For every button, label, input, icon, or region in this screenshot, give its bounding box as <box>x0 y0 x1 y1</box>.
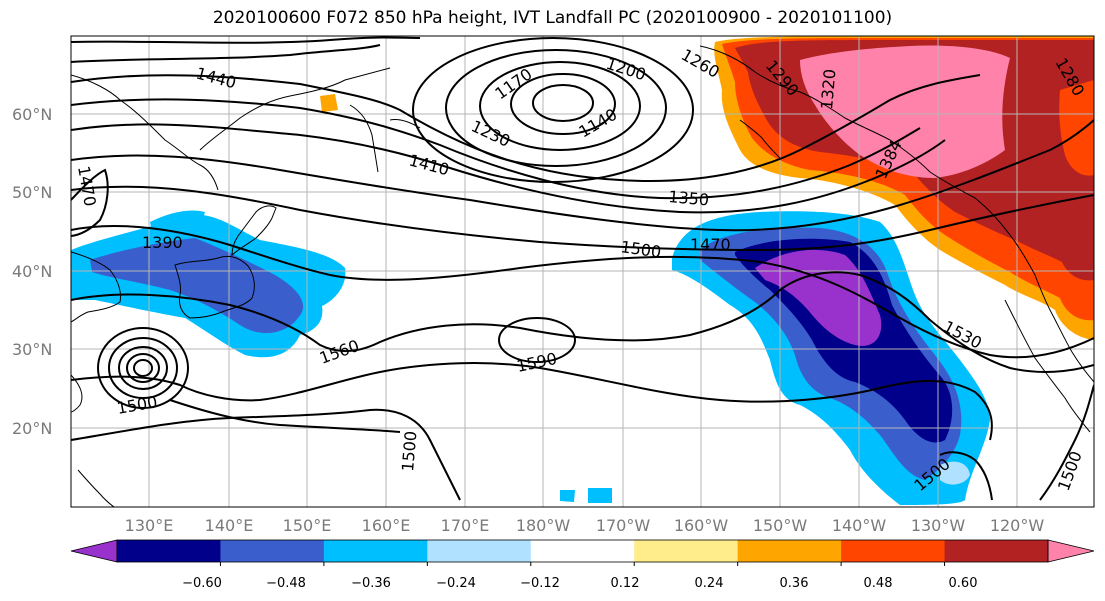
latitude-labels: 60°N 50°N 40°N 30°N 20°N <box>12 105 52 438</box>
lon-label: 180°W <box>516 516 571 535</box>
colorbar-segment <box>427 540 532 562</box>
lat-label: 30°N <box>12 340 52 359</box>
colorbar-segment <box>530 540 635 562</box>
colorbar-extension-max <box>1047 539 1095 563</box>
lon-label: 140°W <box>832 516 887 535</box>
colorbar-segment <box>117 540 221 562</box>
lon-label: 170°W <box>596 516 651 535</box>
contour-label: 1470 <box>690 235 731 254</box>
colorbar-tick-label: −0.48 <box>266 576 306 591</box>
colorbar-tick-label: 0.12 <box>611 576 640 591</box>
colorbar-segment <box>323 540 428 562</box>
lon-label: 170°E <box>441 516 490 535</box>
colorbar-segment <box>737 540 842 562</box>
lon-label: 140°E <box>205 516 254 535</box>
graticule <box>71 36 1094 507</box>
lon-label: 150°E <box>283 516 332 535</box>
colorbar-tick-label: 0.36 <box>780 576 809 591</box>
colorbar-segment <box>634 540 739 562</box>
colorbar-segment <box>220 540 325 562</box>
lat-label: 20°N <box>12 419 52 438</box>
contour-label: 1500 <box>398 430 420 472</box>
coastlines <box>71 45 1094 507</box>
contour-label: 1320 <box>817 68 839 110</box>
lat-label: 50°N <box>12 183 52 202</box>
contour-label: 1390 <box>142 233 183 252</box>
colorbar-tick-label: 0.48 <box>864 576 893 591</box>
lon-label: 120°W <box>990 516 1045 535</box>
lon-label: 130°E <box>125 516 174 535</box>
lon-label: 150°W <box>753 516 808 535</box>
lat-label: 40°N <box>12 262 52 281</box>
colorbar-tick-label: −0.60 <box>182 576 222 591</box>
map-frame <box>70 35 1095 508</box>
colorbar-tick-labels: −0.60 −0.48 −0.36 −0.24 −0.12 0.12 0.24 … <box>182 576 977 591</box>
colorbar-frame <box>116 539 1049 563</box>
western-pacific-negative-region <box>71 210 612 503</box>
eastern-pacific-negative-region <box>672 211 990 506</box>
contour-label: 1350 <box>668 187 710 209</box>
colorbar-extension-min <box>70 539 118 563</box>
colorbar-tick-label: −0.12 <box>520 576 560 591</box>
colorbar-tick-label: −0.36 <box>351 576 391 591</box>
lat-label: 60°N <box>12 105 52 124</box>
height-contours <box>71 36 1094 501</box>
lon-label: 130°W <box>911 516 966 535</box>
colorbar-tick-label: −0.24 <box>436 576 476 591</box>
longitude-labels: 130°E 140°E 150°E 160°E 170°E 180°W 170°… <box>125 516 1045 535</box>
map-title: 2020100600 F072 850 hPa height, IVT Land… <box>212 8 893 28</box>
colorbar-segment <box>944 540 1049 562</box>
lon-label: 160°W <box>674 516 729 535</box>
colorbar-segment <box>841 540 946 562</box>
colorbar <box>70 539 1095 566</box>
lon-label: 160°E <box>362 516 411 535</box>
colorbar-tick-label: 0.24 <box>695 576 724 591</box>
colorbar-tick-label: 0.60 <box>949 576 978 591</box>
